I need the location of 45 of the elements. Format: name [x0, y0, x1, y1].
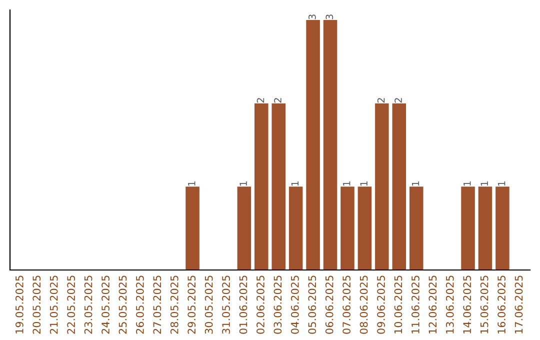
x-tick-label: 23.05.2025	[84, 276, 92, 334]
data-label: 1	[464, 181, 471, 186]
x-tick-label: 15.06.2025	[480, 276, 488, 334]
x-tick-label: 29.05.2025	[188, 276, 196, 334]
data-label: 1	[412, 181, 420, 186]
data-label: 1	[188, 181, 196, 186]
x-tick-label: 25.05.2025	[118, 276, 127, 334]
data-label: 2	[394, 98, 402, 103]
x-tick-label: 30.05.2025	[204, 276, 213, 334]
x-tick-label: 04.06.2025	[290, 276, 299, 334]
data-label: 1	[343, 181, 350, 186]
x-tick-label: 27.05.2025	[153, 276, 162, 334]
x-tick-label: 31.05.2025	[222, 276, 230, 334]
x-tick-label: 21.05.2025	[50, 276, 58, 334]
x-tick-label: 22.05.2025	[67, 276, 76, 334]
data-label: 1	[480, 181, 488, 186]
x-tick-label: 26.05.2025	[136, 276, 144, 334]
x-tick-label: 03.06.2025	[274, 276, 282, 334]
x-tick-label: 17.06.2025	[514, 276, 523, 334]
x-tick-label: 19.05.2025	[15, 276, 24, 334]
data-label: 1	[498, 181, 506, 186]
x-tick-label: 14.06.2025	[463, 276, 472, 334]
x-tick-label: 24.05.2025	[102, 276, 110, 334]
x-tick-label: 11.06.2025	[412, 276, 420, 334]
x-tick-label: 05.06.2025	[308, 276, 316, 334]
data-label: 2	[256, 98, 264, 103]
data-label: 1	[291, 181, 299, 186]
data-label: 1	[240, 181, 247, 186]
x-tick-label: 08.06.2025	[360, 276, 368, 334]
x-tick-label: 16.06.2025	[498, 276, 506, 334]
x-tick-label: 28.05.2025	[170, 276, 178, 334]
x-tick-label: 09.06.2025	[377, 276, 385, 334]
data-label: 1	[360, 181, 368, 186]
data-label: 3	[308, 14, 316, 20]
x-tick-label: 10.06.2025	[394, 276, 402, 334]
x-tick-label: 12.06.2025	[428, 276, 437, 334]
x-tick-label: 01.06.2025	[239, 276, 248, 334]
x-tick-label: 07.06.2025	[342, 276, 351, 334]
x-tick-label: 20.05.2025	[32, 276, 41, 334]
x-tick-label: 13.06.2025	[446, 276, 454, 334]
data-label: 2	[377, 98, 385, 103]
data-label: 3	[326, 14, 334, 20]
x-tick-label: 02.06.2025	[256, 276, 264, 334]
x-tick-label: 06.06.2025	[325, 276, 334, 334]
data-label: 2	[274, 98, 282, 103]
